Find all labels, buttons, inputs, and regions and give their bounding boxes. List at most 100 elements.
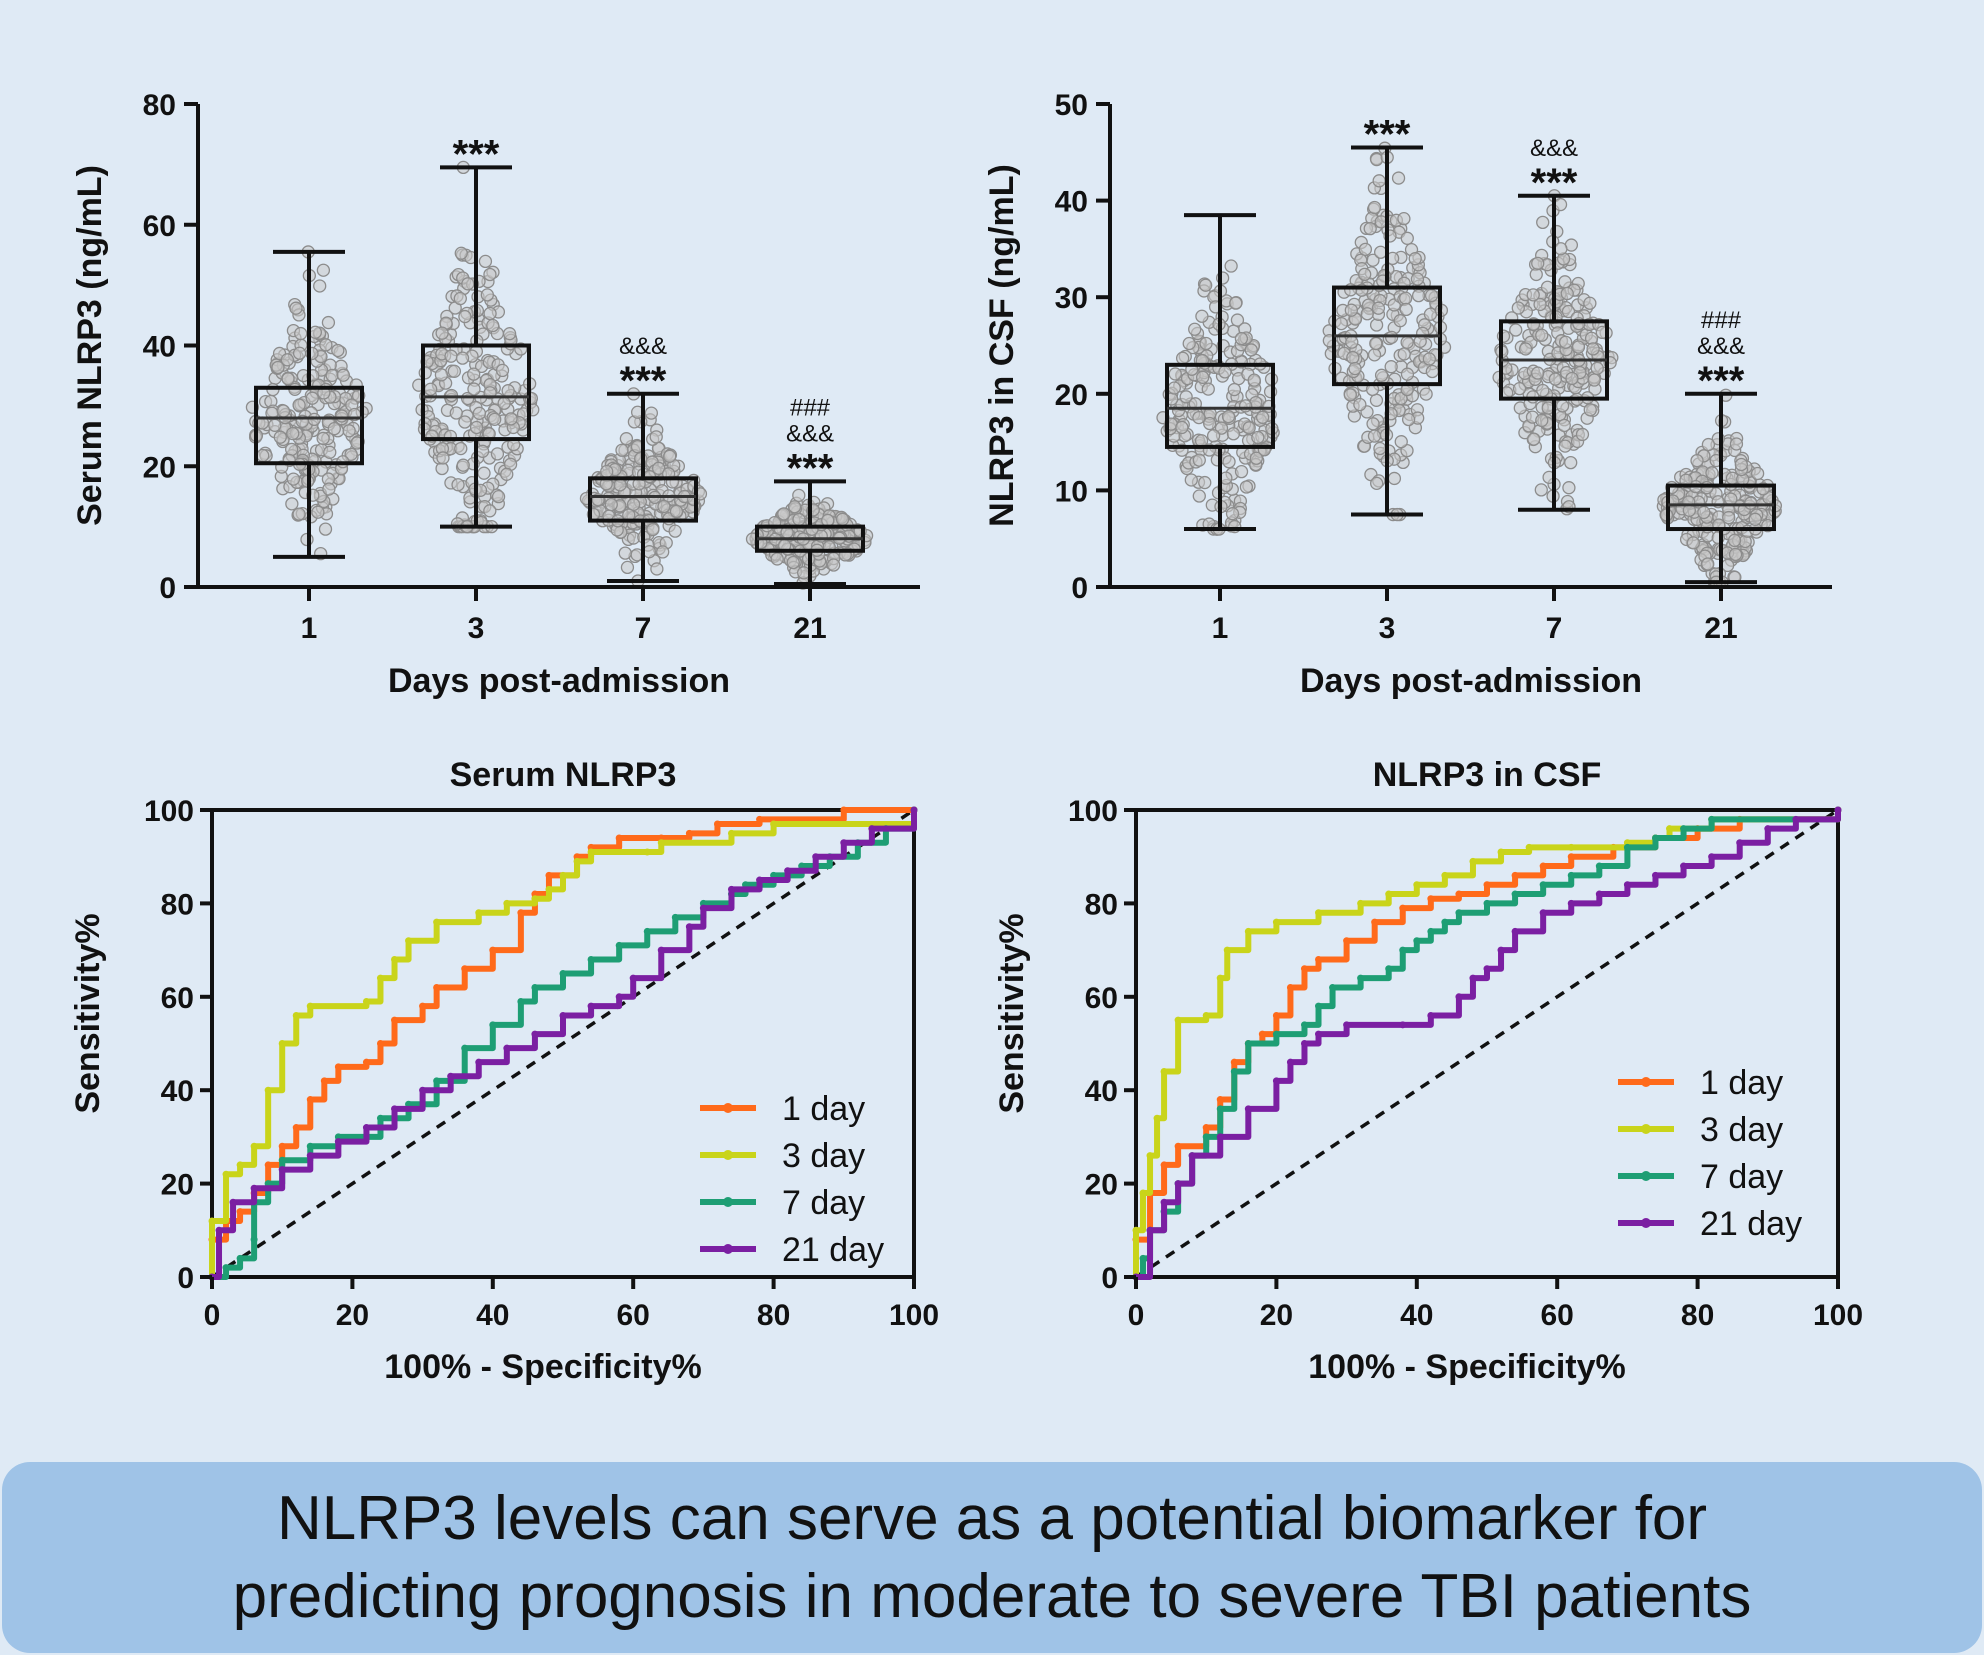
data-point	[467, 367, 481, 381]
roc-point	[320, 1077, 328, 1085]
roc-point	[503, 1044, 511, 1052]
x-axis-label: 100% - Specificity%	[1308, 1348, 1625, 1386]
data-point	[1234, 464, 1249, 479]
legend-marker	[723, 1150, 733, 1160]
data-point	[668, 524, 682, 538]
significance-mark: ***	[1364, 112, 1411, 156]
data-point	[1218, 365, 1232, 379]
roc-point	[615, 834, 623, 842]
data-point	[1397, 211, 1411, 226]
data-point	[1371, 301, 1386, 315]
roc-point	[1623, 843, 1631, 851]
data-point	[308, 325, 323, 339]
y-tick-label: 60	[161, 982, 194, 1015]
y-tick-label: 100	[1068, 795, 1118, 828]
roc-point	[713, 820, 721, 828]
roc-point	[615, 941, 623, 949]
roc-point	[1216, 974, 1224, 982]
data-point	[1557, 418, 1571, 433]
data-point	[480, 288, 495, 302]
roc-point	[1371, 918, 1379, 926]
x-tick-label: 40	[1400, 1299, 1433, 1332]
roc-point	[278, 1166, 286, 1174]
data-point	[1222, 455, 1236, 469]
data-point	[821, 513, 835, 527]
significance-mark: &&&	[619, 333, 667, 360]
data-point	[1564, 455, 1578, 470]
x-tick-label: 60	[1541, 1299, 1574, 1332]
roc-point	[1216, 1133, 1224, 1141]
roc-point	[278, 1156, 286, 1164]
significance-mark: ***	[620, 359, 667, 403]
roc-point	[1174, 1016, 1182, 1024]
x-tick-label: 1	[1212, 612, 1229, 645]
data-point	[1575, 427, 1590, 442]
significance-mark: &&&	[1697, 333, 1745, 360]
significance-mark: &&&	[786, 420, 834, 447]
roc-point	[292, 1124, 300, 1132]
roc-point	[1441, 871, 1449, 879]
data-point	[1748, 512, 1762, 526]
data-point	[292, 398, 306, 412]
roc-point	[1216, 1096, 1224, 1104]
data-point	[311, 505, 325, 519]
data-point	[424, 382, 438, 396]
data-point	[1255, 410, 1270, 424]
data-point	[319, 338, 333, 352]
box-7	[588, 476, 698, 523]
roc-point	[1483, 899, 1491, 907]
data-point	[1554, 242, 1568, 256]
roc-point	[1539, 862, 1547, 870]
data-point	[344, 447, 358, 462]
data-point	[1527, 432, 1541, 446]
data-point	[644, 406, 659, 420]
legend-label: 1 day	[782, 1090, 865, 1128]
data-point	[600, 464, 614, 479]
y-tick-label: 0	[1071, 572, 1088, 605]
roc-point	[250, 1236, 258, 1244]
data-point	[435, 326, 449, 340]
data-point	[483, 267, 497, 282]
x-axis-label: 100% - Specificity%	[384, 1348, 701, 1386]
roc-point	[517, 997, 525, 1005]
roc-point	[784, 867, 792, 875]
roc-point	[1357, 899, 1365, 907]
data-point	[483, 306, 497, 321]
data-point	[1548, 372, 1563, 386]
data-point	[1373, 245, 1388, 259]
roc-point	[1427, 895, 1435, 903]
data-point	[1334, 316, 1349, 331]
data-point	[1384, 360, 1398, 374]
roc-point	[531, 895, 539, 903]
roc-point	[208, 1217, 216, 1225]
y-tick-label: 20	[161, 1169, 194, 1202]
y-tick-label: 20	[143, 451, 176, 484]
conclusion-line-1: NLRP3 levels can serve as a potential bi…	[276, 1484, 1708, 1553]
data-point	[1238, 399, 1253, 413]
data-point	[786, 555, 800, 570]
data-point	[1239, 480, 1254, 494]
box-21	[1666, 483, 1776, 532]
roc-point	[1567, 853, 1575, 861]
data-point	[1583, 403, 1597, 417]
roc-point	[1567, 871, 1575, 879]
x-tick-label: 20	[1260, 1299, 1293, 1332]
data-point	[1344, 303, 1358, 317]
data-point	[469, 420, 484, 435]
csf-roc-chart: 00 20 20 40 40 60 60 80 80 100 100 NLRP3 in CSF 100%…	[993, 756, 1863, 1386]
legend-label: 7 day	[782, 1184, 865, 1222]
roc-point	[1385, 965, 1393, 973]
data-point	[502, 327, 517, 341]
data-point	[1555, 399, 1570, 413]
data-point	[461, 277, 475, 291]
data-point	[1391, 171, 1406, 185]
data-point	[1701, 437, 1716, 452]
data-point	[313, 279, 327, 293]
data-point	[1562, 481, 1576, 495]
data-point	[777, 507, 791, 521]
data-point	[495, 363, 510, 378]
roc-point	[573, 857, 581, 865]
data-point	[642, 545, 656, 559]
roc-point	[1216, 1105, 1224, 1113]
data-point	[1206, 429, 1221, 443]
